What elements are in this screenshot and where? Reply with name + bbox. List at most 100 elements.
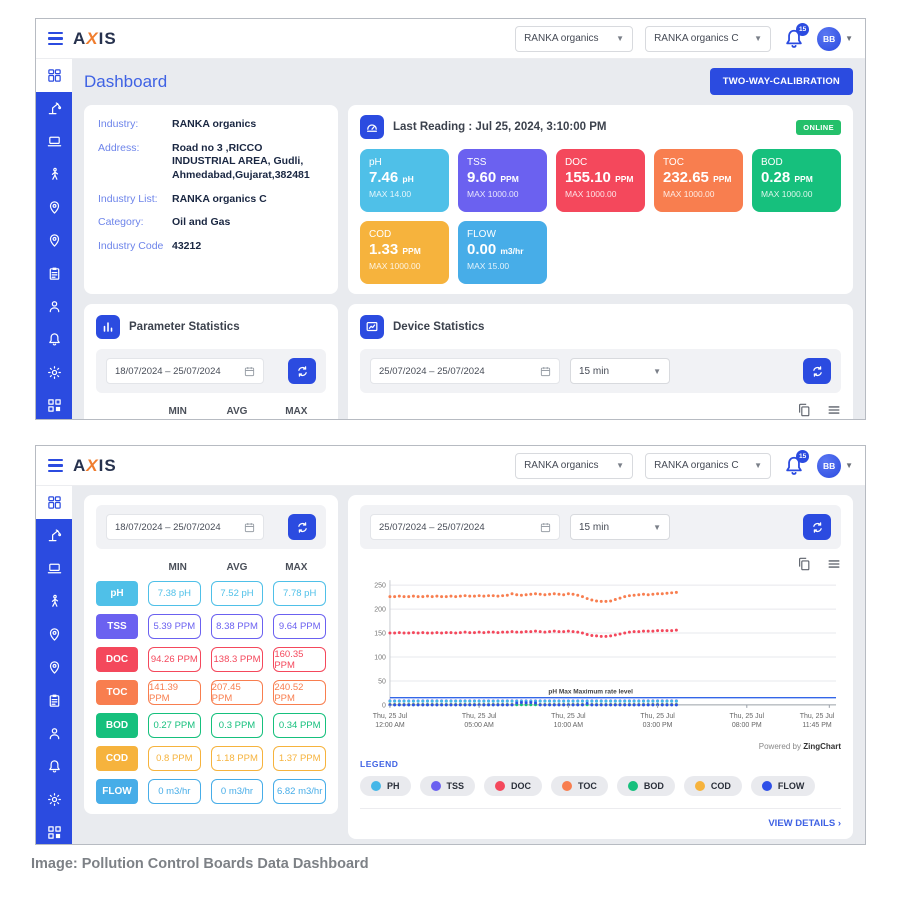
series-dot (627, 781, 638, 791)
industry-list-select[interactable]: RANKA organics C ▼ (645, 452, 772, 479)
industry-list-select[interactable]: RANKA organics C ▼ (645, 25, 772, 52)
sidebar-item-industry[interactable] (36, 92, 72, 125)
avatar-caret-icon[interactable]: ▼ (845, 461, 853, 470)
svg-text:03:00 PM: 03:00 PM (643, 722, 673, 729)
chart-menu-icon[interactable] (827, 403, 841, 417)
info-row-industry: Industry: RANKA organics (98, 118, 257, 130)
legend-pill-ph[interactable]: PH (360, 776, 411, 796)
sidebar-item-reports[interactable] (36, 684, 72, 717)
avatar-caret-icon[interactable]: ▼ (845, 34, 853, 43)
sidebar-item-alerts[interactable] (36, 323, 72, 356)
sidebar-item-devices[interactable] (36, 552, 72, 585)
notifications-bell-icon[interactable]: 15 (783, 449, 810, 477)
avg-value: 0 m3/hr (210, 779, 264, 804)
sidebar-item-alerts[interactable] (36, 750, 72, 783)
svg-text:10:00 AM: 10:00 AM (554, 722, 584, 729)
series-dot (694, 781, 705, 791)
avg-value: 0.3 PPM (210, 713, 264, 738)
max-value: 160.35 PPM (273, 647, 327, 672)
location-icon (49, 201, 59, 214)
chevron-down-icon: ▼ (616, 461, 625, 470)
device-stats-date-range[interactable]: 25/07/2024 – 25/07/2024 (370, 514, 560, 540)
calendar-icon (540, 366, 551, 376)
svg-text:100: 100 (374, 654, 386, 661)
series-dot (495, 781, 506, 791)
app-header: A X IS RANKA organics ▼ RANKA organics C ▼ 1… (36, 446, 865, 486)
sidebar-nav (36, 486, 72, 844)
reading-card-doc: DOC 155.10 PPM MAX 1000.00 (556, 149, 645, 212)
param-stats-refresh-button[interactable] (288, 358, 316, 384)
min-value: 5.39 PPM (148, 614, 201, 639)
sidebar-item-settings[interactable] (36, 783, 72, 816)
reading-card-toc: TOC 232.65 PPM MAX 1000.00 (654, 149, 743, 212)
sidebar-item-field-staff[interactable] (36, 158, 72, 191)
sidebar-nav (36, 59, 72, 419)
sidebar-item-devices[interactable] (36, 125, 72, 158)
device-chart: 0 50 100 150 200 250 pH Max Maximum rate level… (373, 580, 837, 729)
legend-pill-doc[interactable]: DOC (484, 776, 543, 796)
param-row-flow: FLOW 0 m3/hr 0 m3/hr 6.82 m3/hr (96, 779, 327, 804)
svg-text:pH Max Maximum rate level: pH Max Maximum rate level (548, 689, 633, 696)
sidebar-item-site-location[interactable] (36, 651, 72, 684)
industry-select[interactable]: RANKA organics ▼ (515, 452, 634, 479)
sidebar-item-dashboard[interactable] (36, 59, 72, 92)
sidebar-item-modules[interactable] (36, 816, 72, 844)
industry-icon (48, 529, 61, 542)
industry-icon (48, 102, 61, 115)
dashboard-icon (47, 496, 61, 509)
sidebar-item-location[interactable] (36, 191, 72, 224)
sidebar-item-site-location[interactable] (36, 224, 72, 257)
param-stats-refresh-button[interactable] (288, 514, 316, 540)
interval-select[interactable]: 15 min ▼ (570, 358, 670, 384)
powered-by: Powered by ZingChart (758, 742, 841, 751)
device-statistics-card: Device Statistics 25/07/2024 – 25/07/202… (348, 304, 853, 419)
field-staff-icon (51, 167, 58, 180)
column-max: MAX (285, 406, 308, 417)
view-details-link[interactable]: VIEW DETAILS › (768, 818, 841, 829)
sidebar-item-field-staff[interactable] (36, 585, 72, 618)
device-stats-refresh-button[interactable] (803, 514, 831, 540)
sidebar-item-users[interactable] (36, 717, 72, 750)
legend-pill-bod[interactable]: BOD (616, 776, 675, 796)
menu-hamburger-icon[interactable] (48, 31, 63, 46)
sidebar-item-users[interactable] (36, 290, 72, 323)
legend-pill-tss[interactable]: TSS (419, 776, 476, 796)
user-avatar[interactable]: BB (817, 453, 842, 478)
sidebar-item-modules[interactable] (36, 389, 72, 419)
copy-icon[interactable] (797, 557, 811, 571)
notification-count-badge: 15 (796, 22, 810, 36)
param-row-cod: COD 0.8 PPM 1.18 PPM 1.37 PPM (96, 746, 327, 771)
notification-count-badge: 15 (796, 449, 810, 463)
info-row-category: Category: Oil and Gas (98, 216, 231, 229)
menu-hamburger-icon[interactable] (48, 458, 63, 473)
column-avg: AVG (226, 406, 248, 417)
legend-pill-toc[interactable]: TOC (551, 776, 608, 796)
sidebar-item-industry[interactable] (36, 519, 72, 552)
info-row-industry-code: Industry Code 43212 (98, 239, 202, 252)
copy-icon[interactable] (797, 403, 811, 417)
user-avatar[interactable]: BB (817, 26, 842, 51)
industry-select[interactable]: RANKA organics ▼ (515, 25, 634, 52)
interval-select[interactable]: 15 min ▼ (570, 514, 670, 540)
param-row-tss: TSS 5.39 PPM 8.38 PPM 9.64 PPM (96, 614, 327, 639)
notifications-bell-icon[interactable]: 15 (783, 22, 810, 50)
alerts-icon (48, 760, 60, 773)
param-stats-date-range[interactable]: 18/07/2024 – 25/07/2024 (106, 358, 264, 384)
avg-value: 207.45 PPM (210, 680, 264, 705)
sidebar-item-dashboard[interactable] (36, 486, 72, 519)
calendar-icon (244, 366, 255, 376)
param-stats-date-range[interactable]: 18/07/2024 – 25/07/2024 (106, 514, 264, 540)
legend-pill-cod[interactable]: COD (683, 776, 742, 796)
chart-menu-icon[interactable] (827, 557, 841, 571)
users-icon (49, 301, 59, 313)
column-min: MIN (168, 562, 187, 573)
device-stats-refresh-button[interactable] (803, 358, 831, 384)
two-way-calibration-button[interactable]: TWO-WAY-CALIBRATION (709, 68, 853, 95)
sidebar-item-reports[interactable] (36, 257, 72, 290)
devices-icon (47, 563, 61, 574)
column-avg: AVG (226, 562, 248, 573)
device-stats-date-range[interactable]: 25/07/2024 – 25/07/2024 (370, 358, 560, 384)
sidebar-item-settings[interactable] (36, 356, 72, 389)
legend-pill-flow[interactable]: FLOW (750, 776, 816, 796)
sidebar-item-location[interactable] (36, 618, 72, 651)
